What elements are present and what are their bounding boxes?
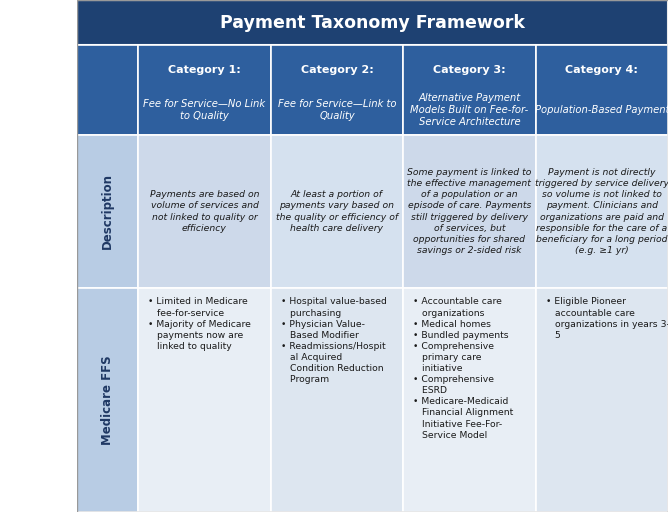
Bar [271,45,403,135]
Text: • Hospital value-based
   purchasing
• Physician Value-
   Based Modifier
• Read: • Hospital value-based purchasing • Phys… [281,297,387,384]
Bar [77,288,138,512]
Bar [77,135,138,288]
Text: Some payment is linked to
the effective management
of a population or an
episode: Some payment is linked to the effective … [407,168,532,255]
Bar [403,288,536,512]
Text: Population-Based Payment: Population-Based Payment [534,105,668,115]
Bar [77,0,668,512]
Text: Fee for Service—No Link
to Quality: Fee for Service—No Link to Quality [144,99,266,121]
Bar [271,135,403,288]
Bar [271,288,403,512]
Bar [536,45,668,135]
Text: Category 2:: Category 2: [301,66,373,75]
Text: Fee for Service—Link to
Quality: Fee for Service—Link to Quality [278,99,396,121]
Text: Alternative Payment
Models Built on Fee-for-
Service Architecture: Alternative Payment Models Built on Fee-… [410,93,528,127]
Text: Category 1:: Category 1: [168,66,241,75]
Text: Description: Description [101,174,114,249]
Bar [138,135,271,288]
Bar [536,135,668,288]
Text: Payments are based on
volume of services and
not linked to quality or
efficiency: Payments are based on volume of services… [150,190,259,232]
Bar [403,45,536,135]
Text: Payment Taxonomy Framework: Payment Taxonomy Framework [220,13,525,32]
Text: At least a portion of
payments vary based on
the quality or efficiency of
health: At least a portion of payments vary base… [276,190,398,232]
Bar [77,45,138,135]
Bar [77,0,668,45]
Bar [403,135,536,288]
Bar [138,45,271,135]
Bar [0,0,77,512]
Text: • Limited in Medicare
   fee-for-service
• Majority of Medicare
   payments now : • Limited in Medicare fee-for-service • … [148,297,251,351]
Text: Category 4:: Category 4: [565,66,638,75]
Bar [138,288,271,512]
Text: • Accountable care
   organizations
• Medical homes
• Bundled payments
• Compreh: • Accountable care organizations • Medic… [413,297,514,440]
Bar [536,288,668,512]
Bar [0,0,77,512]
Text: Category 3:: Category 3: [433,66,506,75]
Text: • Eligible Pioneer
   accountable care
   organizations in years 3-
   5: • Eligible Pioneer accountable care orga… [546,297,668,340]
Text: Payment is not directly
triggered by service delivery
so volume is not linked to: Payment is not directly triggered by ser… [535,168,668,255]
Text: Medicare FFS: Medicare FFS [101,355,114,445]
